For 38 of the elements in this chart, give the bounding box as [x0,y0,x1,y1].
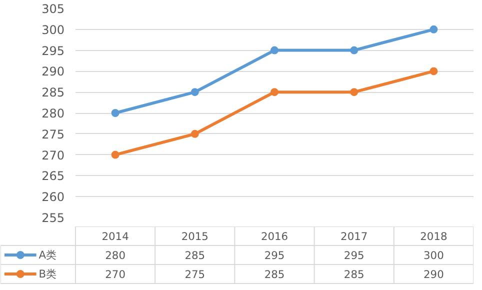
y-tick-label: 280 [42,106,64,120]
y-tick-label: 285 [42,86,64,100]
data-label: 280 [105,249,126,262]
x-tick-label: 2016 [260,230,288,243]
legend-label: B类 [38,268,58,280]
y-tick-label: 260 [42,190,64,204]
point [430,67,438,76]
y-tick-label: 270 [42,148,64,162]
data-label: 270 [105,268,126,281]
y-tick-label: 295 [42,44,64,58]
data-label: 295 [344,249,364,262]
point [350,46,358,54]
y-tick-label: 275 [42,127,64,142]
x-tick-label: 2014 [102,230,130,243]
y-tick-label: 290 [42,64,64,79]
point [430,25,438,34]
point [270,88,278,96]
x-tick-label: 2017 [340,230,368,243]
data-label: 275 [184,268,206,281]
y-tick-label: 255 [42,211,64,225]
point [350,88,358,96]
point [190,88,199,96]
data-label: 295 [264,249,285,262]
point [270,46,278,54]
data-label: 290 [424,268,444,281]
y-tick-label: 265 [42,169,64,184]
point [111,150,120,159]
y-tick-label: 305 [42,2,64,16]
data-label: 300 [424,249,444,262]
legend-label: A类 [38,248,58,262]
data-label: 285 [184,249,206,262]
x-tick-label: 2015 [181,230,208,243]
y-tick-label: 300 [42,22,64,37]
point [111,109,120,117]
data-label: 285 [344,268,364,281]
data-label: 285 [264,268,285,281]
point [190,130,199,138]
x-tick-label: 2018 [420,230,448,243]
